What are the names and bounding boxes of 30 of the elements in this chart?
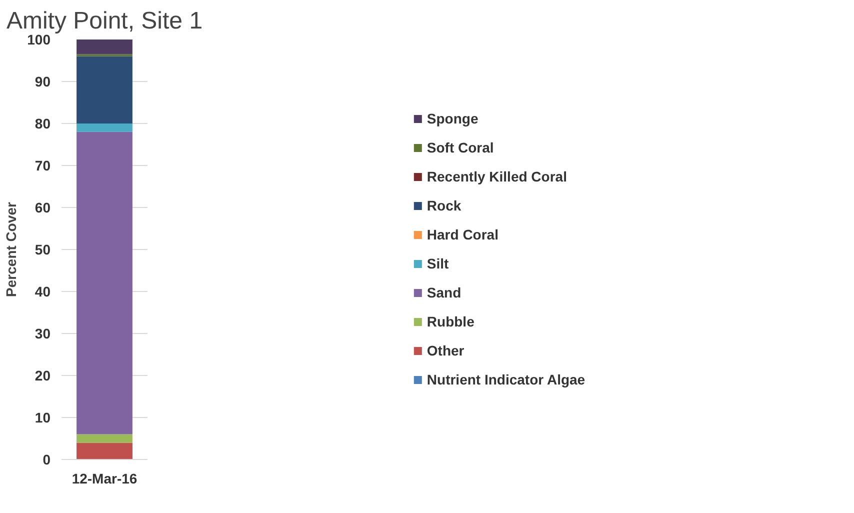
legend-label: Hard Coral [426, 226, 498, 242]
legend-label: Sponge [426, 110, 478, 126]
bar [76, 434, 132, 443]
bar [76, 56, 132, 124]
legend-label: Silt [426, 256, 449, 272]
legend-label: Rubble [426, 314, 474, 330]
legend-label: Recently Killed Coral [426, 168, 567, 184]
legend-label: Sand [426, 284, 462, 300]
legend-label: Other [426, 342, 464, 358]
legend-label: Soft Coral [426, 140, 494, 156]
bar [76, 132, 132, 434]
y-tick-label: 20 [34, 368, 51, 384]
y-tick-label: 70 [34, 158, 51, 174]
y-tick-label: 0 [42, 452, 51, 468]
legend-label: Nutrient Indicator Algae [426, 372, 586, 388]
legend-label: Rock [426, 198, 462, 214]
y-tick-label: 40 [34, 284, 51, 300]
bar [76, 124, 132, 132]
y-tick-label: 90 [34, 74, 51, 90]
y-axis-title: Percent Cover [3, 201, 20, 297]
chart-title: Amity Point, Site 1 [6, 8, 203, 34]
x-tick-label: 12-Mar-16 [72, 470, 138, 486]
y-tick-label: 100 [27, 32, 51, 48]
y-tick-label: 80 [34, 116, 51, 132]
y-tick-label: 30 [34, 326, 51, 342]
y-tick-label: 60 [34, 200, 51, 216]
y-tick-label: 50 [34, 242, 51, 258]
bar [76, 40, 132, 54]
bar [76, 442, 132, 460]
y-tick-label: 10 [34, 410, 51, 426]
